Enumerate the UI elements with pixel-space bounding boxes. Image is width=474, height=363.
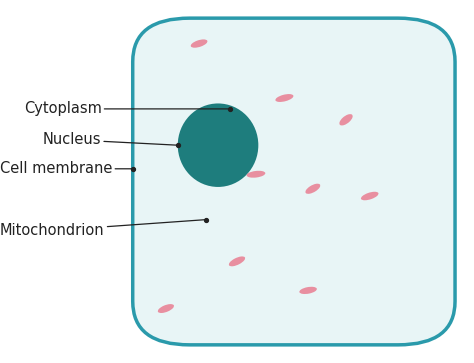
Ellipse shape [178,103,258,187]
Ellipse shape [191,40,208,48]
Ellipse shape [229,256,245,266]
Ellipse shape [158,304,174,313]
Ellipse shape [339,114,353,126]
Ellipse shape [246,171,265,178]
Text: Mitochondrion: Mitochondrion [0,220,206,238]
Ellipse shape [300,287,317,294]
Text: Cytoplasm: Cytoplasm [24,101,230,117]
Text: Cell membrane: Cell membrane [0,161,133,176]
Text: Nucleus: Nucleus [43,132,178,147]
Ellipse shape [275,94,293,102]
FancyBboxPatch shape [133,18,455,345]
Ellipse shape [361,192,379,200]
Ellipse shape [305,184,320,194]
